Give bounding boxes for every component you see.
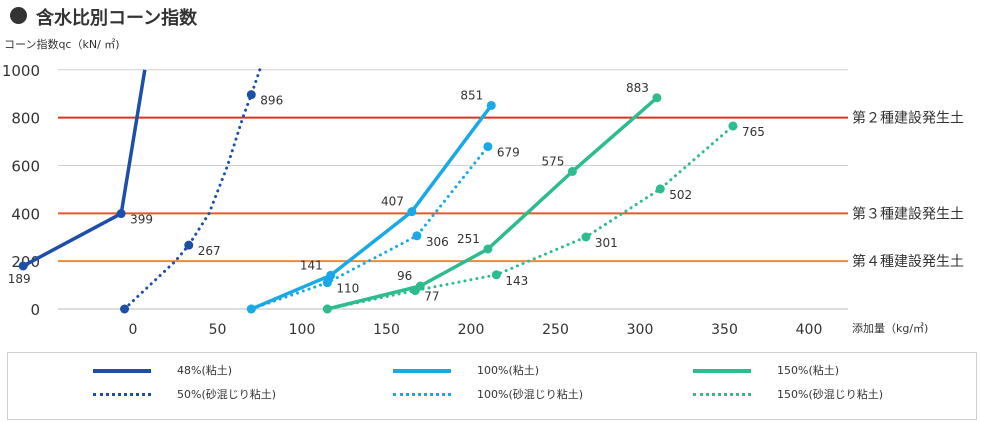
y-tick-label: 800 — [11, 110, 40, 128]
reference-line-label: 第３種建設発生土 — [852, 205, 964, 222]
data-label: 251 — [457, 232, 480, 246]
x-tick-label: 300 — [627, 322, 654, 338]
plot-area: コーン指数qc（kN/ ㎡)02004006008001000第２種建設発生土第… — [2, 37, 964, 338]
data-label: 883 — [626, 81, 649, 95]
data-point — [407, 207, 417, 217]
series-line — [326, 96, 659, 311]
data-point — [491, 270, 501, 280]
data-point — [410, 286, 420, 296]
data-point — [483, 244, 493, 254]
data-label: 189 — [8, 272, 31, 286]
chart-title-text: 含水比別コーン指数 — [36, 8, 198, 29]
series-line — [123, 68, 262, 311]
data-point — [728, 121, 738, 131]
x-tick-label: 200 — [458, 322, 485, 338]
legend-swatch — [393, 393, 451, 396]
y-tick-label: 400 — [11, 205, 40, 223]
data-point — [652, 93, 662, 103]
data-point — [326, 270, 336, 280]
x-tick-label: 100 — [289, 322, 316, 338]
legend-swatch — [93, 369, 151, 373]
reference-line-label: 第２種建設発生土 — [852, 110, 964, 127]
data-point — [483, 142, 493, 152]
legend-label: 100%(粘土) — [477, 364, 540, 377]
data-label: 575 — [541, 154, 564, 168]
y-axis-title: コーン指数qc（kN/ ㎡) — [4, 37, 120, 51]
data-label: 502 — [669, 188, 692, 202]
legend-label: 48%(粘土) — [177, 364, 233, 377]
legend-label: 50%(砂混じり粘土) — [177, 388, 277, 401]
data-label: 407 — [381, 195, 404, 209]
x-tick-label: 400 — [796, 322, 823, 338]
reference-line-label: 第４種建設発生土 — [852, 253, 964, 270]
x-axis-title: 添加量（kg/㎥) — [852, 321, 928, 335]
x-tick-label: 350 — [711, 322, 738, 338]
data-point — [18, 261, 28, 271]
data-point — [246, 304, 256, 314]
x-tick-label: 0 — [129, 322, 138, 338]
data-label: 679 — [497, 146, 520, 160]
legend-swatch — [93, 393, 151, 396]
data-point — [655, 184, 665, 194]
y-tick-label: 1000 — [2, 62, 40, 80]
data-label: 896 — [260, 94, 283, 108]
legend-swatch — [693, 369, 751, 373]
data-label: 301 — [595, 236, 618, 250]
legend-swatch — [693, 393, 751, 396]
data-point — [486, 100, 496, 110]
y-tick-label: 0 — [30, 301, 40, 319]
data-point — [412, 231, 422, 241]
x-tick-label: 150 — [373, 322, 400, 338]
data-label: 765 — [742, 125, 765, 139]
series-line — [249, 145, 490, 311]
legend-swatch — [393, 369, 451, 373]
legend: 48%(粘土) 100%(粘土) 150%(粘土) 50%(砂混じり粘土) 100%(砂… — [7, 352, 977, 420]
data-label: 141 — [300, 258, 323, 272]
data-label: 96 — [397, 269, 412, 283]
data-point — [322, 278, 332, 288]
data-point — [567, 166, 577, 176]
data-point — [184, 240, 194, 250]
series-line — [250, 104, 493, 311]
legend-label: 150%(粘土) — [777, 364, 840, 377]
data-label: 267 — [198, 244, 221, 258]
data-point — [116, 209, 126, 219]
data-point — [581, 232, 591, 242]
legend-label: 100%(砂混じり粘土) — [477, 388, 584, 401]
series-line — [22, 69, 147, 268]
data-label: 110 — [336, 282, 359, 296]
x-tick-label: 250 — [542, 322, 569, 338]
x-tick-label: 50 — [209, 322, 227, 338]
data-label: 306 — [426, 235, 449, 249]
legend-label: 150%(砂混じり粘土) — [777, 388, 884, 401]
bullet-icon — [10, 7, 27, 24]
data-point — [246, 90, 256, 100]
y-tick-label: 200 — [11, 253, 40, 271]
data-point — [120, 304, 130, 314]
data-label: 851 — [460, 88, 483, 102]
data-label: 399 — [130, 213, 153, 227]
series-line — [325, 124, 735, 311]
y-tick-label: 600 — [11, 157, 40, 175]
data-label: 143 — [505, 274, 528, 288]
data-label: 77 — [424, 290, 439, 304]
data-point — [322, 304, 332, 314]
